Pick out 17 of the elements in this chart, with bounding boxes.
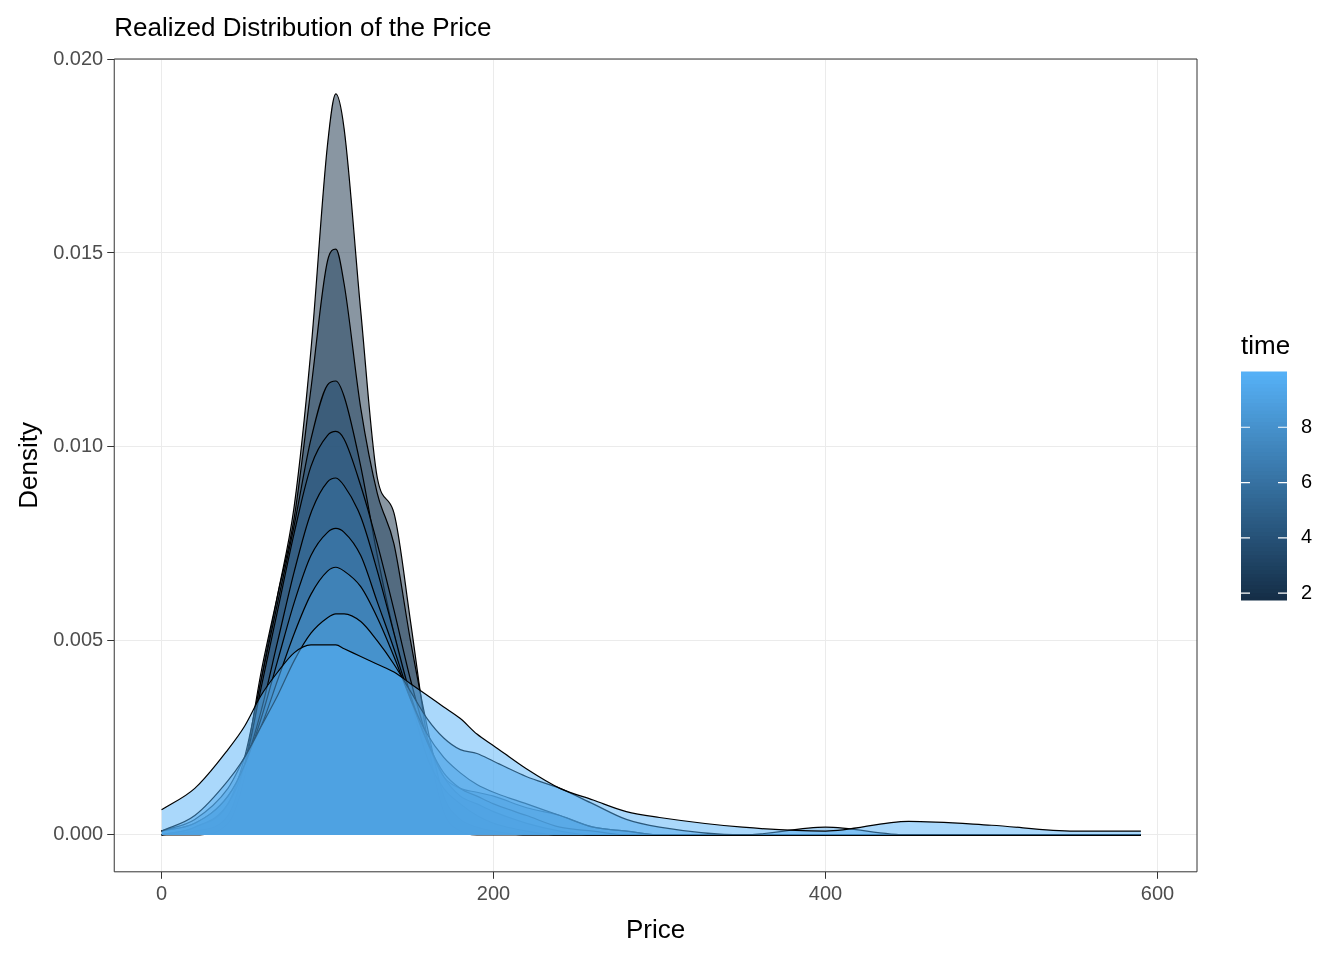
color-bar-label: 8 (1301, 414, 1313, 437)
y-tick-label: 0.000 (53, 822, 104, 845)
chart-title: Realized Distribution of the Price (114, 12, 492, 42)
x-tick-label: 0 (155, 882, 168, 905)
color-bar-label: 4 (1301, 525, 1313, 548)
y-tick-label: 0.010 (53, 434, 104, 457)
x-axis-title: Price (626, 913, 686, 944)
x-tick-label: 600 (1140, 882, 1175, 905)
x-tick-label: 200 (476, 882, 511, 905)
y-tick-label: 0.005 (53, 628, 104, 651)
color-bar-label: 6 (1301, 470, 1313, 493)
color-bar-title: time (1241, 330, 1291, 360)
color-bar-label: 2 (1301, 580, 1313, 603)
y-tick-label: 0.020 (53, 46, 104, 69)
y-tick-label: 0.015 (53, 240, 104, 263)
y-axis-title: Density (12, 422, 43, 509)
x-tick-label: 400 (808, 882, 843, 905)
